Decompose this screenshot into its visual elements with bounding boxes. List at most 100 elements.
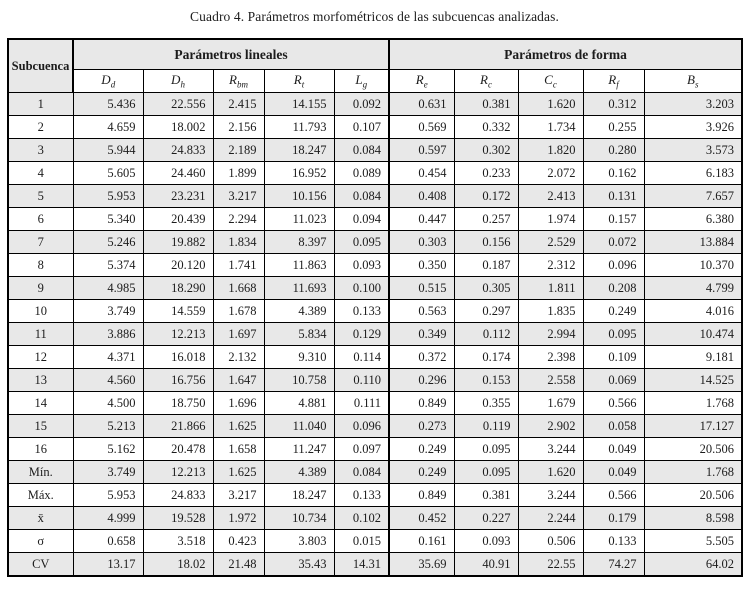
value-cell: 3.926 <box>643 115 743 139</box>
value-cell: 4.560 <box>72 368 144 392</box>
value-cell: 0.273 <box>388 414 455 438</box>
value-cell: 3.886 <box>72 322 144 346</box>
value-cell: 5.374 <box>72 253 144 277</box>
value-cell: 4.799 <box>643 276 743 300</box>
table-row: 7 5.246 19.882 1.834 8.397 0.095 0.303 0.156 2.5… <box>7 230 743 254</box>
value-cell: 11.247 <box>263 437 335 461</box>
value-cell: 0.093 <box>453 529 519 553</box>
table-row: Máx. 5.953 24.833 3.217 18.247 0.133 0.849 0.38… <box>7 483 743 507</box>
value-cell: 1.679 <box>517 391 584 415</box>
value-cell: 0.280 <box>582 138 645 162</box>
value-cell: 0.102 <box>333 506 390 530</box>
value-cell: 16.018 <box>142 345 214 369</box>
value-cell: 1.620 <box>517 460 584 484</box>
value-cell: 0.849 <box>388 483 455 507</box>
value-cell: 1.835 <box>517 299 584 323</box>
value-cell: 1.647 <box>212 368 265 392</box>
value-cell: 64.02 <box>643 552 743 577</box>
value-cell: 1.974 <box>517 207 584 231</box>
value-cell: 0.381 <box>453 483 519 507</box>
value-cell: 8.598 <box>643 506 743 530</box>
value-cell: 1.834 <box>212 230 265 254</box>
value-cell: 0.093 <box>333 253 390 277</box>
row-label: 5 <box>7 184 74 208</box>
value-cell: 1.899 <box>212 161 265 185</box>
table-row: 15 5.213 21.866 1.625 11.040 0.096 0.273 0.119 2… <box>7 414 743 438</box>
value-cell: 3.217 <box>212 483 265 507</box>
value-cell: 0.153 <box>453 368 519 392</box>
table-body: 1 5.436 22.556 2.415 14.155 0.092 0.631 0.381 1.… <box>7 92 743 577</box>
value-cell: 14.31 <box>333 552 390 577</box>
value-cell: 2.558 <box>517 368 584 392</box>
value-cell: 0.129 <box>333 322 390 346</box>
column-header-Cc: Cc <box>517 69 584 93</box>
row-label: Máx. <box>7 483 74 507</box>
value-cell: 16.952 <box>263 161 335 185</box>
value-cell: 0.233 <box>453 161 519 185</box>
value-cell: 13.884 <box>643 230 743 254</box>
value-cell: 2.189 <box>212 138 265 162</box>
table-row: 2 4.659 18.002 2.156 11.793 0.107 0.569 0.332 1.… <box>7 115 743 139</box>
value-cell: 0.297 <box>453 299 519 323</box>
value-cell: 0.072 <box>582 230 645 254</box>
column-header-Bs: Bs <box>643 69 743 93</box>
column-header-Rf: Rf <box>582 69 645 93</box>
value-cell: 0.372 <box>388 345 455 369</box>
value-cell: 1.768 <box>643 460 743 484</box>
value-cell: 0.569 <box>388 115 455 139</box>
corner-header-subcuenca: Subcuenca <box>7 38 74 93</box>
value-cell: 0.332 <box>453 115 519 139</box>
value-cell: 20.506 <box>643 437 743 461</box>
row-label: CV <box>7 552 74 577</box>
value-cell: 0.658 <box>72 529 144 553</box>
value-cell: 0.312 <box>582 92 645 116</box>
value-cell: 1.620 <box>517 92 584 116</box>
value-cell: 1.811 <box>517 276 584 300</box>
table-row: 12 4.371 16.018 2.132 9.310 0.114 0.372 0.174 2.… <box>7 345 743 369</box>
value-cell: 13.17 <box>72 552 144 577</box>
value-cell: 0.133 <box>333 299 390 323</box>
value-cell: 0.058 <box>582 414 645 438</box>
table-row: 9 4.985 18.290 1.668 11.693 0.100 0.515 0.305 1.… <box>7 276 743 300</box>
value-cell: 2.132 <box>212 345 265 369</box>
value-cell: 35.43 <box>263 552 335 577</box>
header-symbol-row: Dd Dh Rbm Rt Lg Re Rc Cc Rf Bs <box>8 69 743 93</box>
value-cell: 0.381 <box>453 92 519 116</box>
value-cell: 3.217 <box>212 184 265 208</box>
value-cell: 0.049 <box>582 437 645 461</box>
value-cell: 10.758 <box>263 368 335 392</box>
value-cell: 0.454 <box>388 161 455 185</box>
value-cell: 0.107 <box>333 115 390 139</box>
value-cell: 74.27 <box>582 552 645 577</box>
value-cell: 5.605 <box>72 161 144 185</box>
row-label: 1 <box>7 92 74 116</box>
value-cell: 0.100 <box>333 276 390 300</box>
value-cell: 0.084 <box>333 184 390 208</box>
row-label: 14 <box>7 391 74 415</box>
table-row: 16 5.162 20.478 1.658 11.247 0.097 0.249 0.095 3… <box>7 437 743 461</box>
value-cell: 5.340 <box>72 207 144 231</box>
value-cell: 4.999 <box>72 506 144 530</box>
value-cell: 4.389 <box>263 299 335 323</box>
row-label: 2 <box>7 115 74 139</box>
table-header: Subcuenca Parámetros lineales Parámetros… <box>7 38 743 93</box>
row-label: 11 <box>7 322 74 346</box>
value-cell: 0.092 <box>333 92 390 116</box>
value-cell: 1.678 <box>212 299 265 323</box>
value-cell: 0.133 <box>582 529 645 553</box>
value-cell: 18.247 <box>263 483 335 507</box>
value-cell: 0.095 <box>453 437 519 461</box>
table-row: σ 0.658 3.518 0.423 3.803 0.015 0.161 0.093 0.50… <box>7 529 743 553</box>
value-cell: 1.820 <box>517 138 584 162</box>
value-cell: 0.302 <box>453 138 519 162</box>
value-cell: 0.094 <box>333 207 390 231</box>
value-cell: 2.902 <box>517 414 584 438</box>
value-cell: 18.002 <box>142 115 214 139</box>
value-cell: 12.213 <box>142 460 214 484</box>
table-row: 8 5.374 20.120 1.741 11.863 0.093 0.350 0.187 2.… <box>7 253 743 277</box>
column-header-Rc: Rc <box>453 69 519 93</box>
table-row: 6 5.340 20.439 2.294 11.023 0.094 0.447 0.257 1.… <box>7 207 743 231</box>
value-cell: 2.312 <box>517 253 584 277</box>
value-cell: 10.156 <box>263 184 335 208</box>
value-cell: 2.072 <box>517 161 584 185</box>
